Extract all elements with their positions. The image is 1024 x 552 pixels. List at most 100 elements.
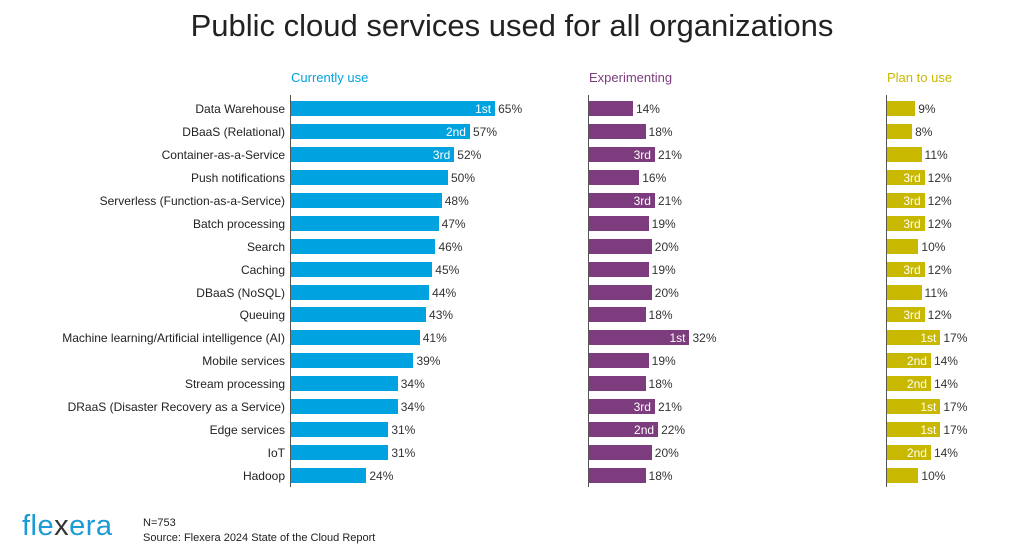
value-label: 18% <box>648 377 673 392</box>
bar <box>887 284 922 300</box>
column-header: Experimenting <box>589 70 673 85</box>
value-label: 20% <box>654 239 679 254</box>
value-label: 12% <box>927 262 952 277</box>
value-label: 18% <box>648 469 673 484</box>
value-label: 12% <box>927 193 952 208</box>
rank-label: 2nd <box>634 423 655 438</box>
bar <box>589 169 640 185</box>
value-label: 34% <box>400 400 425 415</box>
rank-label: 3rd <box>903 193 921 208</box>
bar <box>589 101 633 116</box>
bar <box>589 123 646 139</box>
value-label: 14% <box>933 446 958 461</box>
value-label: 50% <box>451 170 476 185</box>
value-label: 34% <box>400 377 425 392</box>
rank-label: 1st <box>920 331 937 346</box>
rank-label: 1st <box>920 423 937 438</box>
category-label: Edge services <box>209 423 285 438</box>
value-label: 10% <box>921 239 946 254</box>
rank-label: 3rd <box>903 216 921 231</box>
value-label: 57% <box>472 124 497 139</box>
bar <box>291 101 496 116</box>
bar <box>887 307 925 323</box>
value-label: 17% <box>943 423 968 438</box>
column-header: Currently use <box>291 70 369 85</box>
value-label: 19% <box>651 354 676 369</box>
value-label: 20% <box>654 446 679 461</box>
value-label: 14% <box>635 102 660 116</box>
bar <box>589 238 652 254</box>
bar <box>291 215 439 231</box>
category-label: Push notifications <box>190 170 285 185</box>
category-label: Hadoop <box>242 469 285 484</box>
bar <box>887 399 941 415</box>
category-label: Serverless (Function-as-a-Service) <box>99 193 285 208</box>
bar <box>589 376 646 392</box>
bar <box>887 192 925 208</box>
value-label: 22% <box>661 423 686 438</box>
bar <box>589 307 646 323</box>
category-label: Mobile services <box>202 354 285 369</box>
bar <box>291 284 430 300</box>
value-label: 18% <box>648 308 673 323</box>
value-label: 12% <box>927 216 952 231</box>
source: Source: Flexera 2024 State of the Cloud … <box>143 532 376 544</box>
category-label: Batch processing <box>192 216 285 231</box>
bar <box>887 101 916 116</box>
bar <box>589 330 690 346</box>
value-label: 32% <box>692 331 717 346</box>
value-label: 9% <box>918 102 936 116</box>
value-label: 17% <box>943 331 968 346</box>
value-label: 24% <box>369 469 394 484</box>
bar <box>291 422 389 438</box>
value-label: 65% <box>498 102 523 116</box>
rank-label: 2nd <box>445 124 466 139</box>
bar <box>887 215 925 231</box>
rank-label: 3rd <box>432 147 451 162</box>
value-label: 14% <box>933 377 958 392</box>
rank-label: 2nd <box>906 446 927 461</box>
bar <box>291 238 436 254</box>
bar <box>291 330 420 346</box>
bar <box>291 399 398 415</box>
value-label: 11% <box>924 285 948 300</box>
value-label: 12% <box>927 308 952 323</box>
rank-label: 1st <box>475 102 492 116</box>
bar <box>589 353 649 369</box>
bar <box>291 192 442 208</box>
bar <box>887 330 941 346</box>
value-label: 31% <box>391 446 416 461</box>
category-label: IoT <box>267 446 285 461</box>
axis-line <box>588 95 589 487</box>
rank-label: 3rd <box>633 147 651 162</box>
bar <box>589 215 649 231</box>
bar <box>589 146 655 162</box>
bar <box>589 445 652 461</box>
bar <box>887 146 922 162</box>
category-label: Search <box>246 239 285 254</box>
value-label: 45% <box>435 262 460 277</box>
bar <box>887 353 931 369</box>
category-label: Stream processing <box>184 377 285 392</box>
chart-title: Public cloud services used for all organ… <box>190 8 834 43</box>
value-label: 47% <box>441 216 466 231</box>
value-label: 44% <box>432 285 457 300</box>
bar <box>589 468 646 484</box>
bar <box>887 422 941 438</box>
value-label: 16% <box>642 170 667 185</box>
bar <box>589 261 649 277</box>
bar <box>291 261 433 277</box>
flexera-logo: flexera <box>22 510 113 542</box>
value-label: 21% <box>657 193 682 208</box>
value-label: 31% <box>391 423 416 438</box>
value-label: 19% <box>651 262 676 277</box>
bar <box>887 445 931 461</box>
bar <box>291 376 398 392</box>
value-label: 19% <box>651 216 676 231</box>
rank-label: 3rd <box>903 308 921 323</box>
value-label: 14% <box>933 354 958 369</box>
value-label: 10% <box>921 469 946 484</box>
category-label: Container-as-a-Service <box>161 147 285 162</box>
bar <box>291 169 448 185</box>
value-label: 18% <box>648 124 673 139</box>
